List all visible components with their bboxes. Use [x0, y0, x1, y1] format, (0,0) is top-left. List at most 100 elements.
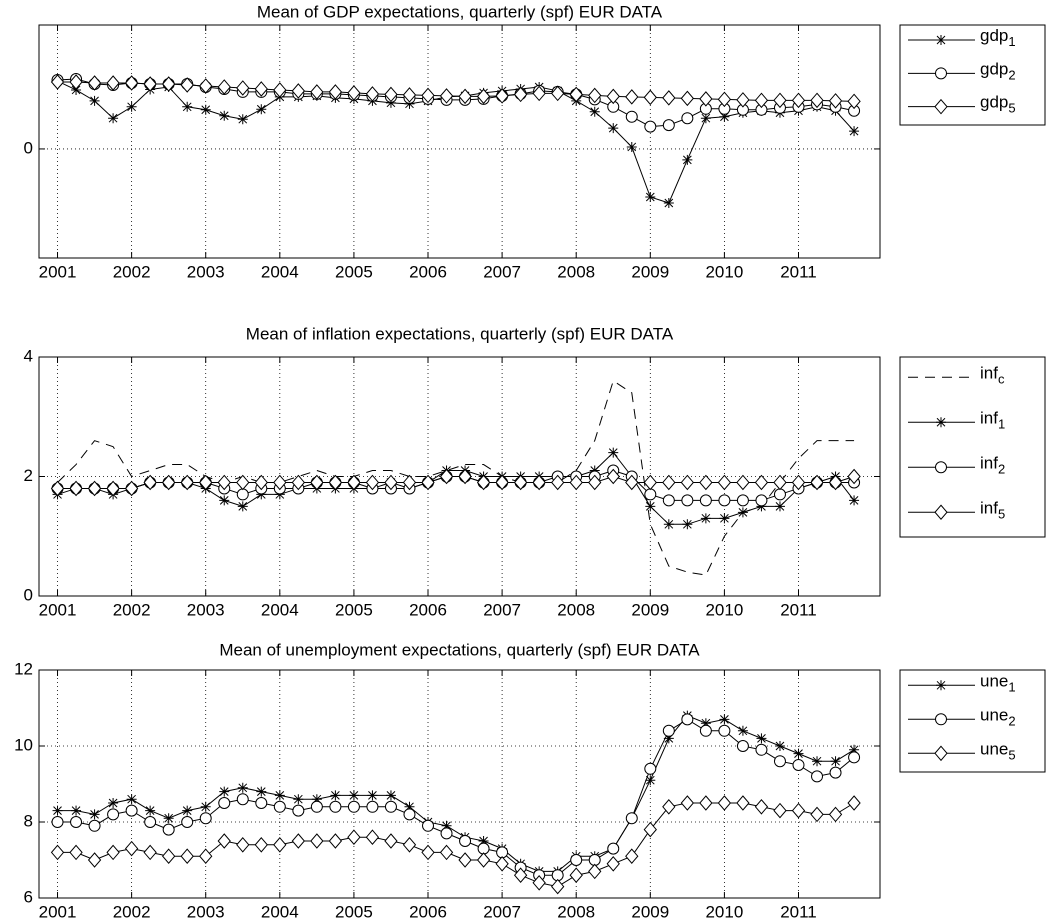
marker-diamond	[773, 92, 787, 109]
marker-star	[478, 836, 489, 846]
marker-diamond	[124, 75, 139, 91]
legend-label: une2	[980, 706, 1016, 729]
marker-diamond	[50, 480, 65, 497]
marker-diamond	[847, 93, 861, 110]
marker-circle	[162, 823, 175, 836]
marker-star	[719, 111, 730, 122]
marker-diamond	[754, 474, 769, 491]
marker-star	[89, 809, 100, 820]
marker-diamond	[310, 833, 324, 849]
marker-star	[849, 744, 860, 755]
marker-circle	[681, 713, 694, 726]
marker-diamond	[551, 878, 565, 895]
marker-diamond	[310, 84, 324, 100]
marker-star	[237, 782, 248, 793]
marker-diamond	[50, 844, 65, 861]
marker-diamond	[717, 795, 732, 811]
marker-star	[163, 813, 174, 824]
marker-star	[219, 110, 230, 121]
marker-circle	[662, 119, 675, 132]
marker-diamond	[791, 474, 806, 491]
marker-diamond	[643, 474, 657, 491]
marker-circle	[811, 770, 824, 783]
legend-label: inf5	[980, 499, 1005, 522]
series-line	[57, 78, 855, 128]
marker-diamond	[588, 87, 602, 104]
marker-diamond	[217, 79, 231, 95]
marker-diamond	[476, 852, 491, 868]
marker-diamond	[291, 833, 305, 849]
x-tick-label: 2009	[631, 600, 669, 619]
marker-diamond	[162, 474, 176, 491]
marker-diamond	[569, 474, 583, 491]
x-tick-label: 2009	[631, 902, 669, 921]
marker-circle	[218, 797, 231, 809]
marker-star	[645, 775, 656, 786]
marker-circle	[681, 112, 694, 125]
y-tick-label: 8	[24, 811, 33, 830]
marker-diamond	[495, 88, 509, 104]
x-tick-label: 2003	[187, 902, 225, 921]
marker-diamond	[199, 848, 213, 864]
x-tick-label: 2010	[705, 262, 743, 281]
marker-diamond	[273, 82, 287, 98]
series-line	[57, 469, 855, 501]
marker-diamond	[439, 88, 454, 104]
marker-circle	[70, 816, 83, 828]
marker-diamond	[458, 852, 472, 868]
marker-star	[441, 820, 452, 831]
marker-star	[682, 154, 693, 165]
marker-star	[200, 801, 211, 812]
marker-star	[219, 495, 230, 506]
marker-diamond	[310, 474, 324, 491]
marker-star	[237, 501, 248, 512]
legend-box	[899, 669, 1046, 773]
x-tick-label: 2003	[187, 262, 225, 281]
series-line	[57, 802, 855, 888]
marker-star	[200, 104, 211, 115]
marker-circle	[570, 854, 583, 866]
y-tick-label: 10	[14, 735, 33, 754]
x-tick-label: 2004	[261, 262, 299, 281]
marker-diamond	[439, 844, 454, 861]
marker-star	[182, 805, 193, 816]
x-tick-label: 2001	[39, 902, 77, 921]
marker-star	[237, 114, 248, 125]
marker-circle	[935, 713, 947, 726]
marker-diamond	[236, 474, 250, 491]
marker-circle	[144, 816, 157, 828]
series-line	[57, 380, 855, 576]
marker-star	[145, 805, 156, 816]
marker-diamond	[162, 76, 176, 92]
marker-star	[645, 192, 656, 203]
marker-star	[293, 794, 304, 805]
marker-star	[256, 786, 267, 797]
x-tick-label: 2010	[705, 902, 743, 921]
plot-frame	[38, 669, 881, 899]
marker-diamond	[328, 474, 343, 491]
marker-circle	[792, 759, 805, 771]
chart-title: Mean of unemployment expectations, quart…	[219, 640, 700, 659]
marker-diamond	[384, 86, 398, 103]
x-tick-label: 2005	[335, 262, 373, 281]
marker-diamond	[217, 474, 231, 491]
marker-star	[682, 519, 693, 530]
plot-frame	[38, 24, 881, 259]
series-line	[57, 718, 855, 876]
marker-circle	[662, 724, 675, 737]
marker-diamond	[662, 474, 676, 491]
marker-diamond	[569, 86, 583, 103]
marker-star	[126, 101, 137, 112]
legend-box	[899, 356, 1046, 538]
marker-diamond	[606, 88, 620, 105]
marker-diamond	[680, 474, 695, 491]
marker-star	[108, 798, 119, 808]
marker-circle	[125, 804, 138, 817]
x-tick-label: 2011	[780, 262, 817, 281]
marker-circle	[829, 766, 842, 779]
marker-star	[793, 748, 804, 759]
marker-diamond	[291, 83, 305, 99]
marker-circle	[329, 800, 342, 813]
y-tick-label: 2	[24, 466, 33, 485]
marker-star	[89, 95, 100, 106]
